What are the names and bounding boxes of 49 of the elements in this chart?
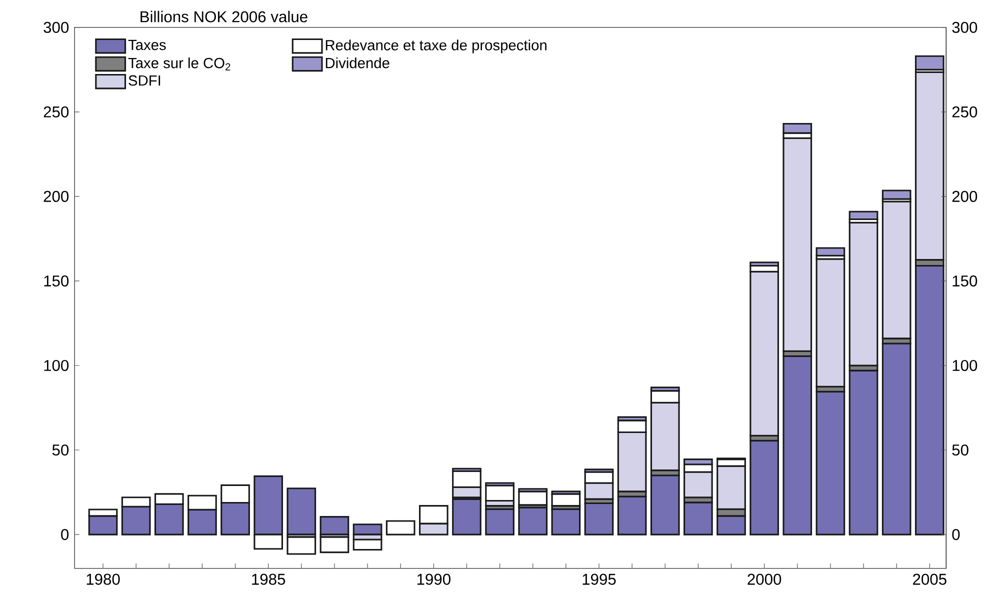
- y2-tick-label: 100: [44, 360, 69, 372]
- bar: [320, 536, 350, 554]
- bar: [485, 508, 514, 536]
- bar: [816, 247, 846, 256]
- bar: [782, 356, 812, 536]
- y2-tick-label: 250: [44, 106, 69, 118]
- bar: [882, 190, 912, 200]
- bar: [320, 516, 350, 536]
- chart-subtitle: Billions NOK 2006 value: [140, 10, 308, 22]
- bar: [684, 502, 713, 536]
- y2-tick-label: 150: [44, 276, 69, 287]
- legend-label: Taxes: [128, 40, 166, 50]
- x-tick-label: 2000: [748, 574, 782, 585]
- bar: [816, 391, 846, 536]
- bar: [386, 520, 416, 536]
- bar: [617, 496, 647, 536]
- bar: [584, 502, 614, 536]
- legend-label: Taxe sur le CO$_{2}$: [128, 58, 230, 71]
- legend-label: SDFI: [128, 75, 160, 86]
- bar: [750, 440, 779, 536]
- bar: [452, 498, 482, 536]
- y-tick-label: 200: [952, 191, 978, 202]
- y-tick-label: 0: [952, 529, 960, 540]
- x-tick-label: 1985: [252, 574, 286, 585]
- legend-label: Dividende: [326, 58, 390, 68]
- y2-tick-label: 300: [44, 22, 69, 34]
- y2-tick-label: 200: [44, 191, 69, 202]
- bar: [551, 508, 581, 536]
- bar: [848, 210, 878, 220]
- y-tick-label: 300: [952, 22, 978, 34]
- y2-tick-label: 0: [61, 529, 69, 540]
- bar: [286, 536, 316, 555]
- x-tick-label: 1990: [417, 574, 450, 585]
- bar: [518, 506, 548, 536]
- bar: [882, 342, 912, 536]
- x-tick-label: 1980: [86, 574, 120, 585]
- y-tick-label: 150: [952, 276, 978, 287]
- y2-tick-label: 50: [52, 444, 69, 456]
- bar: [286, 488, 316, 536]
- x-tick-label: 2005: [913, 574, 946, 585]
- bar: [518, 490, 548, 506]
- bar: [650, 474, 680, 536]
- legend-label: Redevance et taxe de prospection: [326, 40, 546, 54]
- bar: [848, 370, 878, 536]
- bar: [914, 55, 944, 71]
- y-tick-label: 100: [952, 360, 978, 372]
- x-tick-label: 1995: [582, 574, 616, 585]
- y-tick-label: 250: [952, 106, 978, 118]
- y-tick-label: 50: [952, 444, 968, 456]
